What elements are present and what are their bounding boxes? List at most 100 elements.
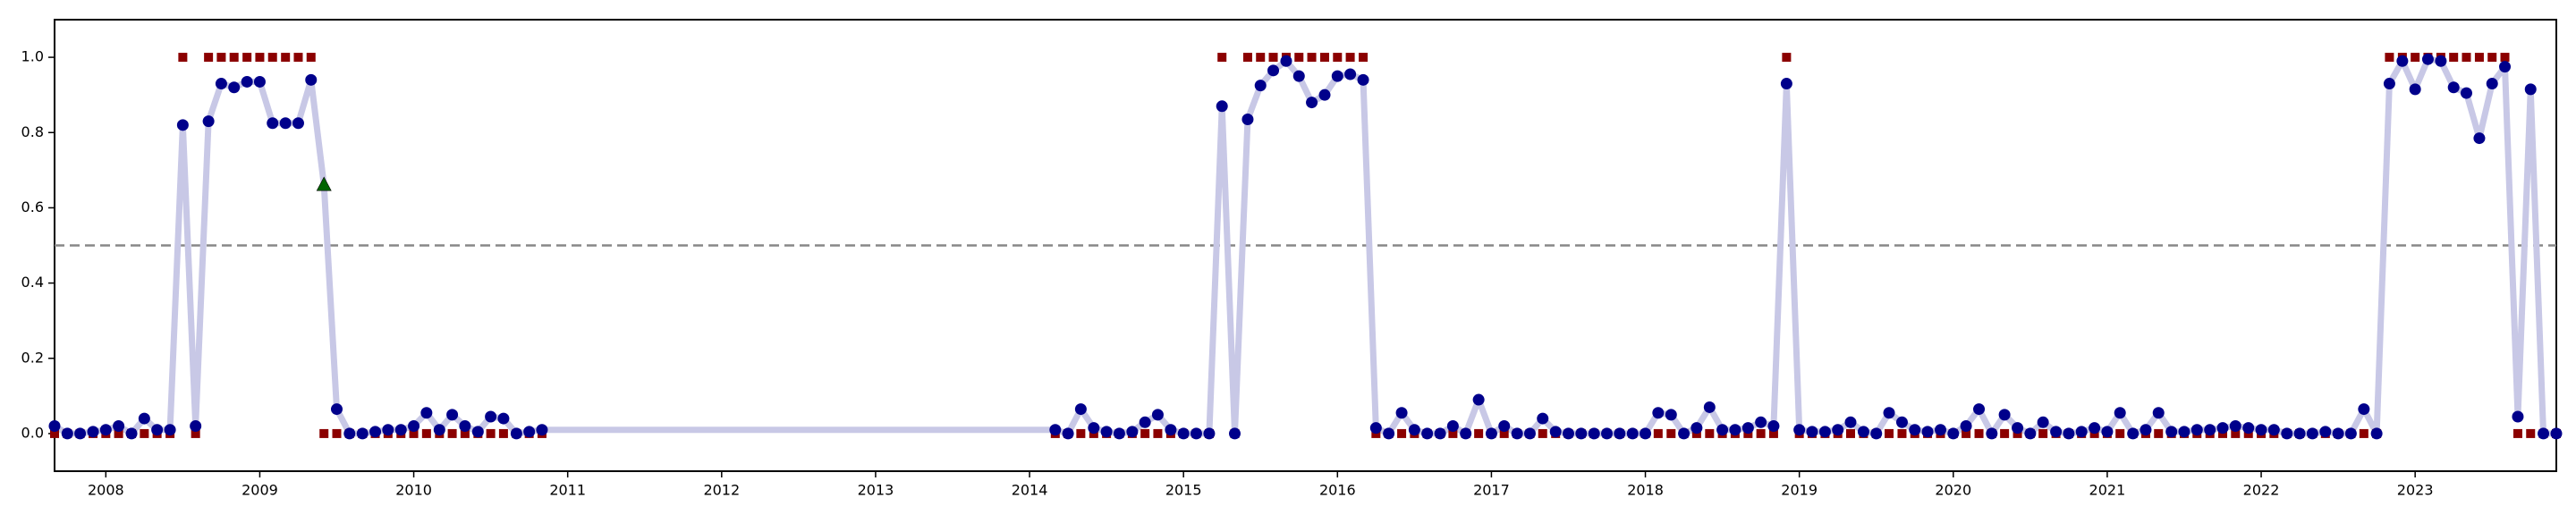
label-marker: [281, 53, 291, 63]
point-marker: [113, 420, 125, 432]
point-marker: [1690, 422, 1703, 435]
point-marker: [2012, 422, 2024, 435]
point-marker: [2152, 407, 2165, 419]
label-marker: [1756, 428, 1766, 438]
label-marker: [2038, 428, 2048, 438]
x-tick-label: 2017: [1473, 482, 1510, 499]
point-marker: [382, 424, 394, 436]
point-marker: [1049, 424, 1062, 436]
point-marker: [2435, 55, 2447, 67]
y-tick-label: 0.4: [21, 274, 44, 291]
point-marker: [1472, 393, 1485, 406]
point-marker: [241, 75, 253, 88]
point-marker: [190, 420, 202, 432]
point-marker: [2075, 426, 2088, 438]
label-marker: [1962, 428, 1971, 438]
point-marker: [2550, 427, 2563, 440]
label-marker: [319, 428, 329, 438]
point-marker: [1960, 420, 1972, 432]
point-marker: [1883, 407, 1895, 419]
label-marker: [2385, 53, 2394, 63]
point-marker: [471, 426, 484, 438]
x-tick-label: 2016: [1319, 482, 1356, 499]
point-marker: [1139, 416, 1151, 428]
point-marker: [228, 81, 241, 94]
point-marker: [1165, 424, 1177, 436]
point-marker: [1973, 403, 1986, 416]
point-marker: [2101, 426, 2114, 438]
point-marker: [1331, 70, 1343, 82]
point-marker: [1267, 64, 1280, 77]
point-marker: [2486, 78, 2498, 90]
point-marker: [215, 78, 227, 90]
point-marker: [2127, 427, 2140, 440]
label-marker: [1294, 53, 1304, 63]
point-marker: [459, 420, 471, 432]
y-tick-label: 1.0: [21, 48, 44, 65]
point-marker: [2089, 422, 2101, 435]
point-marker: [2229, 420, 2241, 432]
point-marker: [2190, 424, 2203, 436]
point-marker: [279, 117, 292, 130]
point-marker: [151, 424, 164, 436]
point-marker: [1498, 420, 1511, 432]
label-marker: [1897, 428, 1907, 438]
x-tick-label: 2020: [1935, 482, 1971, 499]
point-marker: [292, 117, 304, 130]
point-marker: [1074, 403, 1087, 416]
label-marker: [242, 53, 252, 63]
label-marker: [2154, 428, 2164, 438]
point-marker: [305, 73, 318, 86]
point-marker: [356, 427, 369, 440]
label-marker: [2487, 53, 2497, 63]
label-marker: [178, 53, 188, 63]
point-marker: [1523, 427, 1536, 440]
y-tick-label: 0.0: [21, 424, 44, 441]
point-marker: [1895, 416, 1908, 428]
point-marker: [1729, 424, 1741, 436]
point-marker: [2050, 426, 2063, 438]
y-tick-label: 0.8: [21, 123, 44, 140]
point-marker: [176, 119, 189, 131]
label-marker: [267, 53, 277, 63]
point-marker: [1383, 427, 1395, 440]
point-marker: [536, 424, 548, 436]
point-marker: [1921, 426, 1934, 438]
point-marker: [1485, 427, 1497, 440]
x-tick-label: 2009: [242, 482, 278, 499]
point-marker: [2037, 416, 2049, 428]
point-marker: [1755, 416, 1767, 428]
label-marker: [1538, 428, 1547, 438]
label-marker: [216, 53, 226, 63]
label-marker: [293, 53, 303, 63]
label-marker: [1307, 53, 1317, 63]
point-marker: [433, 424, 445, 436]
point-marker: [1537, 412, 1549, 425]
point-marker: [1408, 424, 1420, 436]
point-marker: [99, 424, 112, 436]
highlight-marker: [316, 176, 332, 191]
point-marker: [369, 426, 382, 438]
point-marker: [1793, 424, 1806, 436]
point-marker: [74, 427, 87, 440]
label-marker: [1782, 53, 1792, 63]
x-tick-label: 2018: [1627, 482, 1664, 499]
label-marker: [1242, 53, 1252, 63]
point-marker: [1741, 422, 1754, 435]
label-marker: [1448, 428, 1458, 438]
label-marker: [1217, 53, 1227, 63]
point-marker: [2140, 424, 2152, 436]
point-marker: [2344, 427, 2357, 440]
label-marker: [1499, 428, 1509, 438]
y-tick-label: 0.2: [21, 349, 44, 366]
point-marker: [2409, 83, 2421, 96]
point-marker: [2512, 410, 2524, 423]
point-marker: [2255, 424, 2267, 436]
point-marker: [61, 427, 73, 440]
point-marker: [420, 407, 433, 419]
point-marker: [1126, 426, 1139, 438]
label-marker: [498, 428, 508, 438]
point-marker: [2421, 53, 2434, 65]
label-marker: [2462, 53, 2471, 63]
